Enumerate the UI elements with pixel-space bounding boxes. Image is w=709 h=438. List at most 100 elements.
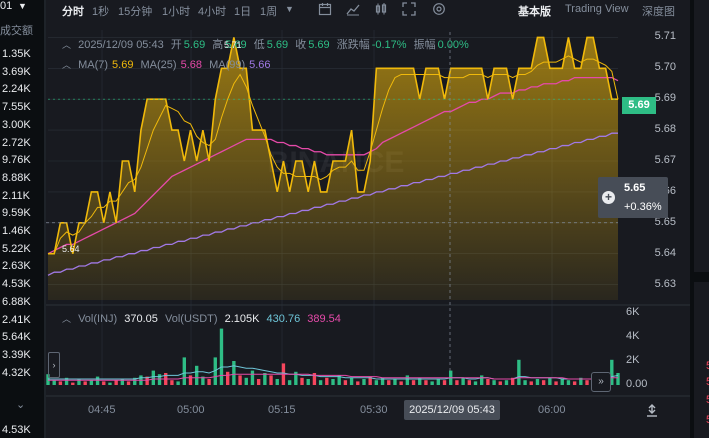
low-annotation: 5.64	[62, 244, 80, 254]
volume-bar	[548, 377, 552, 385]
ma-legend: ︿ MA(7) 5.69 MA(25) 5.68 MA(99) 5.66	[62, 58, 275, 71]
volume-legend: ︿ Vol(INJ) 370.05 Vol(USDT) 2.105K 430.7…	[62, 312, 345, 325]
price-tick-label: 5.67	[654, 154, 676, 166]
volume-bar	[572, 381, 577, 385]
high-label: 高	[212, 39, 224, 51]
trade-volume: 3.00K	[2, 118, 31, 131]
volume-bar	[188, 375, 193, 385]
time-tick-label: 06:00	[538, 404, 566, 416]
collapse-left-button[interactable]: ›	[48, 352, 60, 378]
right-price-value: 5	[706, 414, 709, 426]
trade-volume: 3.69K	[2, 65, 31, 78]
volume-bar	[89, 380, 94, 385]
close-value: 5.69	[308, 39, 330, 51]
interval-tab-4h[interactable]: 4小时	[198, 6, 227, 18]
dropdown-caret-icon[interactable]: ▼	[18, 1, 27, 11]
volume-bar	[473, 381, 478, 385]
time-tick-label: 05:30	[360, 404, 388, 416]
time-tick-label: 05:15	[268, 404, 296, 416]
trade-volume: 9.76K	[2, 154, 31, 167]
calendar-icon[interactable]	[318, 2, 332, 16]
change-value: -0.17%	[371, 39, 407, 51]
volume-bar	[480, 375, 484, 385]
price-tick-label: 5.68	[654, 123, 676, 136]
volume-bar	[170, 380, 174, 385]
volume-bar	[492, 380, 496, 385]
view-tab-basic[interactable]: 基本版	[518, 6, 551, 18]
volume-tick-label: 0.00	[626, 378, 648, 390]
crosshair-price-tag[interactable]: + 5.65 +0.36%	[598, 177, 668, 218]
volume-bar	[387, 380, 391, 385]
plus-icon[interactable]: +	[602, 191, 615, 204]
interval-more-caret-icon[interactable]: ▼	[285, 4, 294, 14]
volume-bar	[380, 377, 385, 385]
volume-bar	[64, 377, 69, 385]
collapse-caret-icon[interactable]: ︿	[62, 60, 72, 70]
view-tab-depth[interactable]: 深度图	[642, 6, 675, 18]
volume-bar	[182, 357, 186, 385]
collapse-caret-icon[interactable]: ︿	[62, 40, 72, 50]
panel-box-bottom	[694, 282, 709, 438]
high-value: 5.69	[225, 39, 247, 51]
interval-tab-1h[interactable]: 1小时	[162, 6, 191, 18]
vol-usdt-label: Vol(USDT)	[164, 313, 218, 325]
price-area-fill	[48, 37, 618, 300]
interval-tab-1d[interactable]: 1日	[234, 6, 252, 18]
volume-bar	[554, 381, 558, 385]
volume-bar	[157, 374, 162, 385]
change-label: 涨跌幅	[336, 39, 370, 51]
volume-bar	[356, 381, 360, 385]
trade-volume: 5.64K	[2, 331, 31, 344]
price-chart[interactable]: BINANCE	[46, 0, 690, 438]
panel-box-top	[694, 0, 709, 272]
volume-bar	[411, 380, 416, 385]
volume-tick-label: 2K	[626, 354, 640, 366]
volume-bar	[325, 377, 329, 385]
collapse-caret-icon[interactable]: ︿	[62, 314, 72, 324]
volume-bar	[201, 376, 205, 385]
amplitude-label: 振幅	[413, 39, 436, 51]
view-tab-tradingview[interactable]: Trading View	[565, 3, 629, 15]
reset-scale-icon[interactable]	[644, 402, 660, 418]
price-tick-label: 5.65	[654, 215, 676, 228]
volume-bar	[362, 379, 366, 385]
volume-bar	[616, 373, 620, 385]
right-price-value: 5	[706, 376, 709, 388]
ma99-label: MA(99)	[209, 59, 246, 71]
trade-volume: 3.39K	[2, 348, 31, 361]
interval-tab-1w[interactable]: 1周	[260, 6, 278, 18]
volume-bar	[337, 375, 341, 385]
volume-bar	[300, 377, 304, 385]
interval-tab-1s[interactable]: 1秒	[92, 6, 110, 18]
volume-bar	[151, 370, 156, 385]
volume-bar	[256, 379, 261, 385]
volume-bar	[225, 371, 230, 385]
indicator-icon[interactable]	[346, 2, 360, 16]
volume-bar	[455, 380, 459, 385]
gear-icon[interactable]	[432, 2, 446, 16]
interval-tab-timeline[interactable]: 分时	[62, 6, 84, 18]
interval-tab-15m[interactable]: 15分钟	[118, 6, 153, 18]
volume-bar	[585, 380, 589, 385]
volume-bar	[560, 379, 564, 385]
volume-bar	[442, 380, 447, 385]
price-tick-label: 5.71	[654, 30, 676, 43]
scroll-right-button[interactable]: »	[591, 372, 611, 392]
volume-bar	[102, 381, 106, 385]
volume-bar	[517, 359, 521, 385]
price-tick-label: 5.63	[654, 277, 676, 290]
volume-bar	[46, 374, 50, 385]
volume-bar	[232, 361, 236, 385]
volume-bar	[95, 376, 100, 385]
volume-bar	[461, 377, 465, 385]
right-price-value: 5	[706, 360, 709, 372]
vol-inj-label: Vol(INJ)	[78, 313, 118, 325]
volume-bar	[424, 380, 428, 385]
trade-volume: 4.53K	[2, 278, 31, 291]
volume-tick-label: 4K	[626, 330, 640, 342]
candle-type-icon[interactable]	[374, 2, 388, 16]
volume-bar	[126, 381, 131, 385]
price-tick-label: 5.64	[654, 246, 676, 259]
chevron-down-icon[interactable]: ⌄	[16, 399, 26, 411]
fullscreen-icon[interactable]	[402, 2, 416, 16]
